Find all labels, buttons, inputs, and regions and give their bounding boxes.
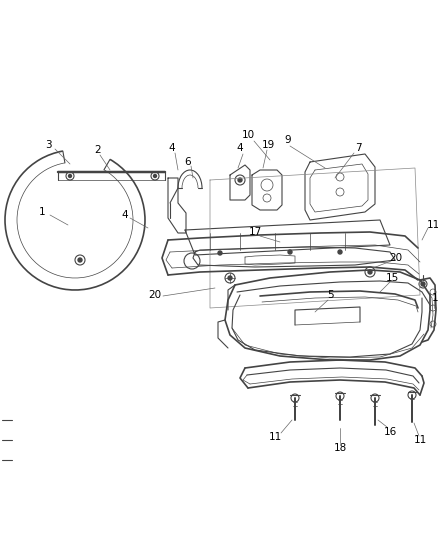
Text: 18: 18: [333, 443, 346, 453]
Text: 11: 11: [413, 435, 427, 445]
Text: 10: 10: [241, 130, 254, 140]
Circle shape: [368, 270, 372, 274]
Circle shape: [228, 276, 232, 280]
Text: 19: 19: [261, 140, 275, 150]
Text: 9: 9: [285, 135, 291, 145]
Circle shape: [238, 178, 242, 182]
Text: 11: 11: [426, 220, 438, 230]
Text: 3: 3: [45, 140, 51, 150]
Text: 17: 17: [248, 227, 261, 237]
Text: 6: 6: [185, 157, 191, 167]
Circle shape: [78, 258, 82, 262]
Circle shape: [288, 250, 292, 254]
Text: 12: 12: [431, 293, 438, 303]
Text: 7: 7: [355, 143, 361, 153]
Text: 2: 2: [95, 145, 101, 155]
Circle shape: [421, 282, 425, 286]
Circle shape: [338, 250, 342, 254]
Text: 20: 20: [148, 290, 162, 300]
Circle shape: [68, 174, 71, 177]
Text: 15: 15: [385, 273, 399, 283]
Text: 4: 4: [169, 143, 175, 153]
Circle shape: [153, 174, 156, 177]
Text: 11: 11: [268, 432, 282, 442]
Text: 4: 4: [122, 210, 128, 220]
Text: 1: 1: [39, 207, 45, 217]
Text: 5: 5: [327, 290, 333, 300]
Circle shape: [218, 251, 222, 255]
Text: 4: 4: [237, 143, 244, 153]
Text: 16: 16: [383, 427, 397, 437]
Text: 20: 20: [389, 253, 403, 263]
